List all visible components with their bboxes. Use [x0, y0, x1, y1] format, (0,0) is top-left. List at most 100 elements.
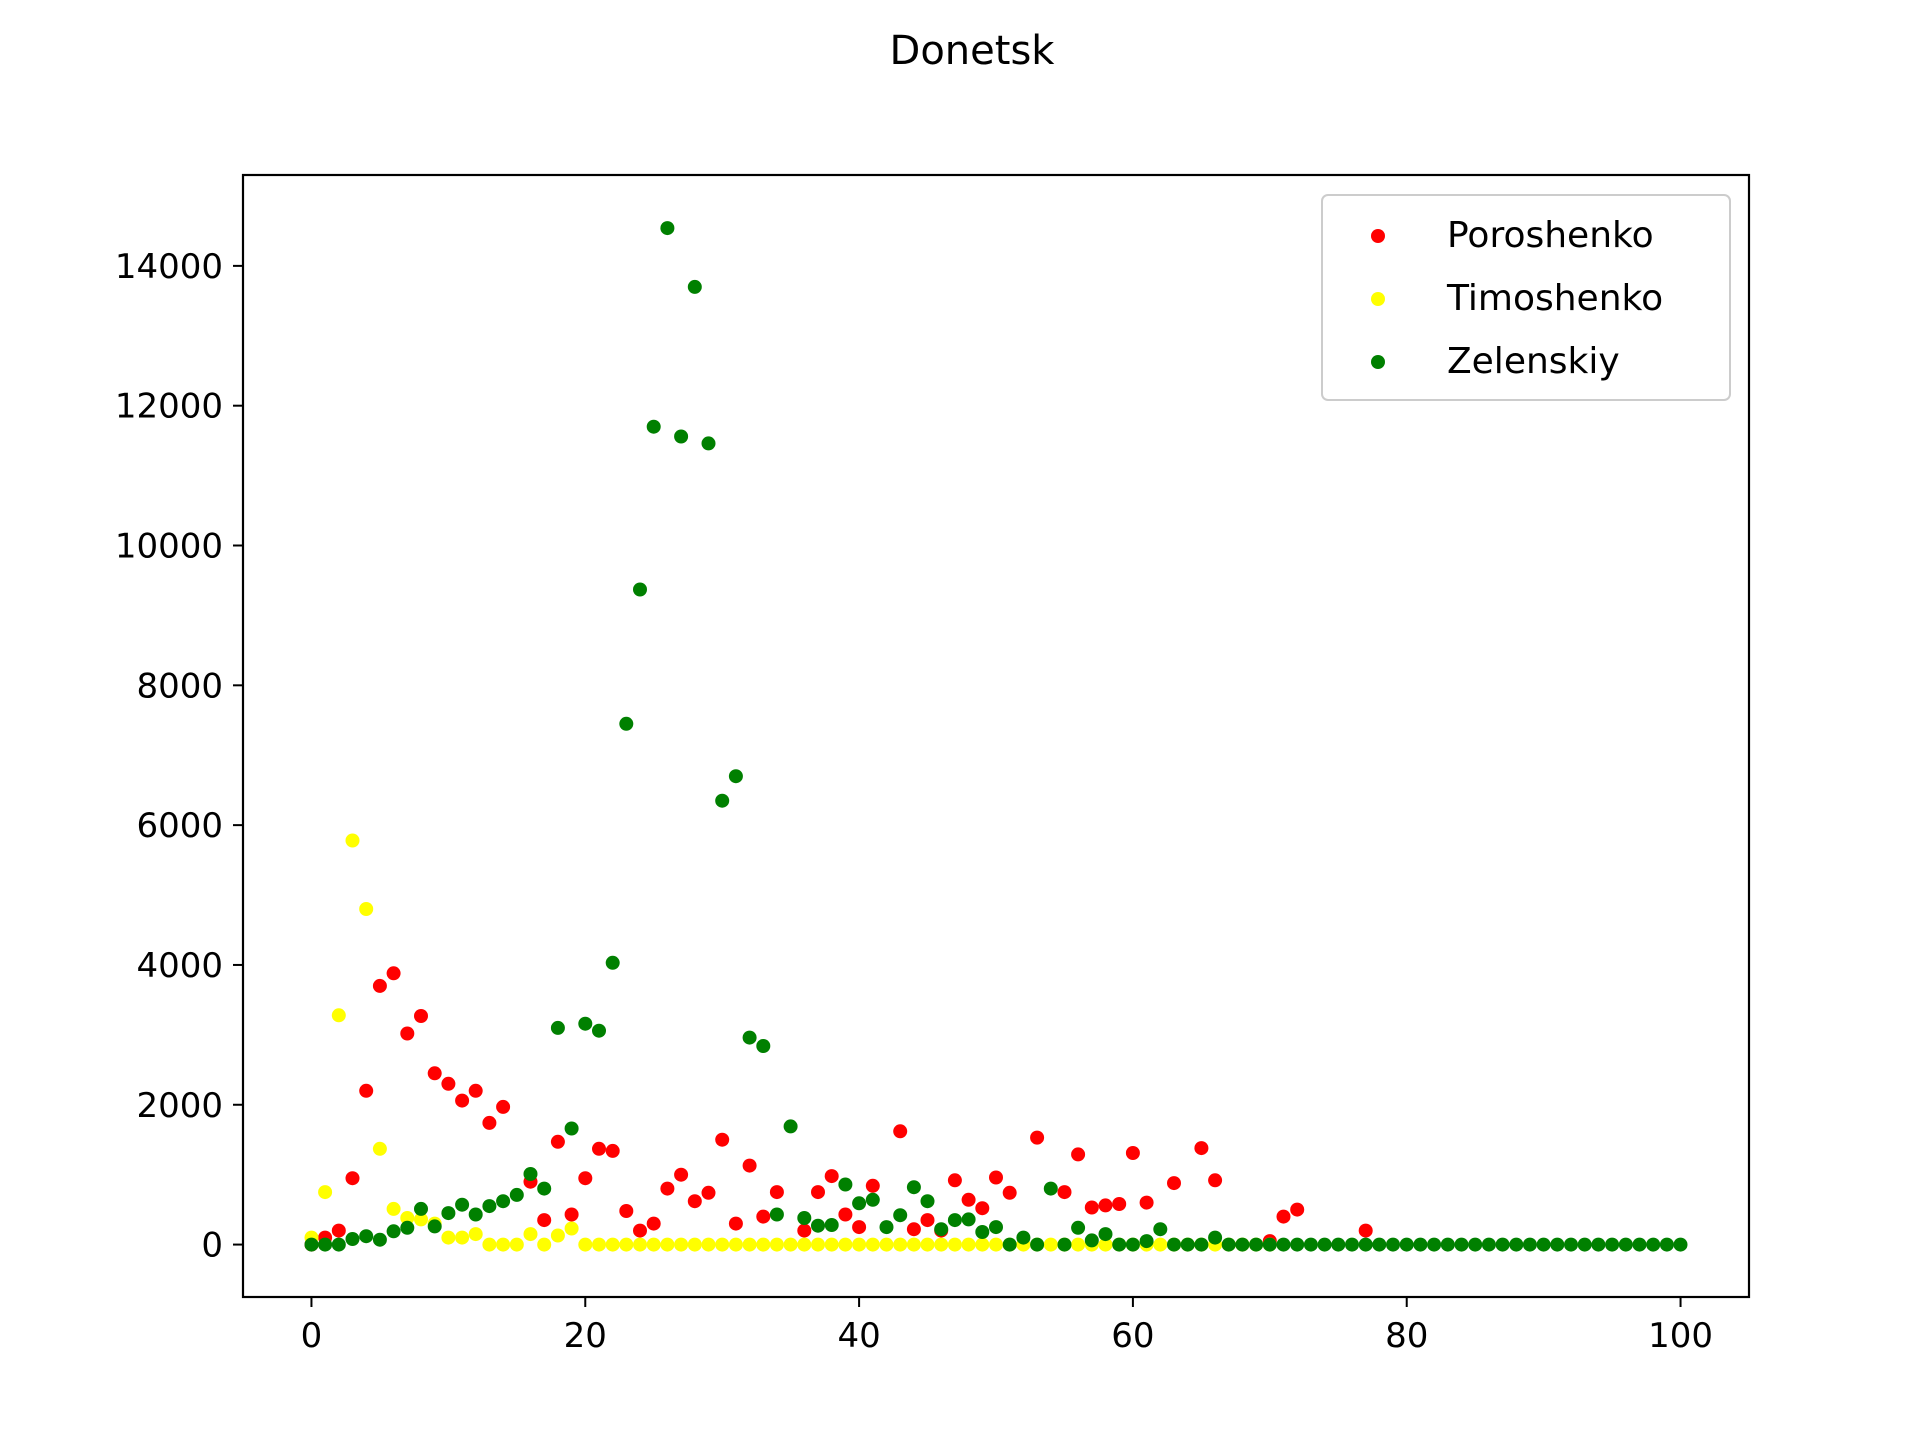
point-zelenskiy-67: [1221, 1237, 1236, 1252]
point-zelenskiy-69: [1249, 1237, 1264, 1252]
point-zelenskiy-54: [1043, 1181, 1058, 1196]
point-zelenskiy-44: [906, 1180, 921, 1195]
point-poroshenko-17: [550, 1134, 565, 1149]
y-tick-label-6: 12000: [115, 387, 223, 427]
point-zelenskiy-98: [1646, 1237, 1661, 1252]
point-zelenskiy-60: [1125, 1237, 1140, 1252]
point-zelenskiy-30: [715, 793, 730, 808]
point-poroshenko-63: [1358, 1223, 1373, 1238]
point-zelenskiy-17: [537, 1181, 552, 1196]
point-poroshenko-14: [496, 1099, 511, 1114]
point-zelenskiy-7: [400, 1220, 415, 1235]
point-poroshenko-36: [824, 1169, 839, 1184]
point-poroshenko-30: [728, 1216, 743, 1231]
point-poroshenko-10: [441, 1076, 456, 1091]
point-timoshenko-30: [715, 1237, 730, 1252]
point-timoshenko-31: [728, 1237, 743, 1252]
point-zelenskiy-62: [1153, 1222, 1168, 1237]
point-poroshenko-46: [975, 1201, 990, 1216]
point-zelenskiy-46: [934, 1222, 949, 1237]
point-zelenskiy-32: [742, 1030, 757, 1045]
point-poroshenko-42: [920, 1213, 935, 1228]
point-poroshenko-61: [1276, 1209, 1291, 1224]
point-timoshenko-3: [345, 833, 360, 848]
x-tick-label-0: 0: [301, 1316, 323, 1356]
point-timoshenko-16: [523, 1227, 538, 1242]
point-poroshenko-55: [1125, 1146, 1140, 1160]
point-timoshenko-46: [934, 1237, 949, 1252]
point-zelenskiy-36: [797, 1211, 812, 1225]
point-poroshenko-23: [633, 1223, 647, 1238]
point-zelenskiy-58: [1098, 1227, 1113, 1242]
point-zelenskiy-40: [852, 1196, 867, 1211]
point-poroshenko-34: [797, 1223, 812, 1238]
point-poroshenko-48: [1002, 1185, 1017, 1200]
point-zelenskiy-37: [811, 1218, 825, 1233]
point-zelenskiy-45: [920, 1194, 935, 1209]
point-zelenskiy-38: [824, 1218, 839, 1232]
y-tick-label-4: 8000: [136, 666, 223, 706]
point-zelenskiy-91: [1550, 1237, 1565, 1252]
point-poroshenko-56: [1139, 1195, 1154, 1210]
point-poroshenko-53: [1098, 1198, 1113, 1213]
point-zelenskiy-65: [1194, 1237, 1209, 1252]
y-tick-label-0: 0: [201, 1226, 223, 1266]
point-zelenskiy-64: [1180, 1237, 1195, 1252]
point-poroshenko-57: [1167, 1176, 1181, 1191]
point-zelenskiy-86: [1481, 1237, 1496, 1252]
x-tick-label-5: 100: [1648, 1316, 1713, 1356]
point-zelenskiy-82: [1427, 1237, 1442, 1252]
point-zelenskiy-35: [783, 1119, 798, 1134]
point-zelenskiy-42: [879, 1220, 894, 1235]
legend: Poroshenko Timoshenko Zelenskiy: [1321, 194, 1731, 401]
point-zelenskiy-97: [1632, 1237, 1647, 1252]
point-poroshenko-11: [455, 1093, 470, 1108]
point-poroshenko-27: [687, 1194, 702, 1209]
point-zelenskiy-31: [728, 769, 743, 784]
point-poroshenko-37: [838, 1207, 853, 1222]
point-poroshenko-52: [1084, 1200, 1099, 1215]
point-zelenskiy-89: [1522, 1237, 1537, 1252]
point-timoshenko-11: [455, 1230, 470, 1245]
y-tick-label-5: 10000: [115, 527, 223, 567]
point-zelenskiy-34: [769, 1207, 784, 1222]
point-zelenskiy-63: [1167, 1237, 1181, 1252]
point-zelenskiy-43: [893, 1208, 908, 1223]
point-poroshenko-3: [345, 1171, 360, 1186]
point-zelenskiy-94: [1591, 1237, 1606, 1252]
point-zelenskiy-73: [1303, 1237, 1318, 1252]
point-timoshenko-50: [989, 1237, 1003, 1252]
point-poroshenko-2: [331, 1223, 346, 1238]
point-timoshenko-17: [537, 1237, 552, 1252]
point-zelenskiy-75: [1331, 1237, 1346, 1252]
marks-layer: [304, 221, 1688, 1252]
point-zelenskiy-71: [1276, 1237, 1291, 1252]
point-zelenskiy-28: [687, 279, 702, 294]
point-zelenskiy-18: [550, 1020, 565, 1035]
point-zelenskiy-9: [427, 1219, 442, 1234]
point-zelenskiy-48: [961, 1212, 976, 1227]
point-zelenskiy-55: [1057, 1237, 1072, 1252]
point-timoshenko-2: [331, 1008, 346, 1023]
point-zelenskiy-15: [509, 1187, 524, 1202]
point-timoshenko-23: [619, 1237, 634, 1252]
point-zelenskiy-8: [414, 1201, 428, 1216]
point-zelenskiy-4: [359, 1229, 374, 1244]
point-timoshenko-7: [400, 1211, 415, 1225]
point-zelenskiy-6: [386, 1224, 401, 1239]
plot-frame: [241, 173, 1751, 1299]
point-zelenskiy-11: [455, 1197, 470, 1212]
point-poroshenko-13: [482, 1115, 497, 1130]
series-zelenskiy: [304, 221, 1688, 1252]
point-zelenskiy-0: [304, 1237, 319, 1252]
point-zelenskiy-81: [1413, 1237, 1428, 1252]
point-timoshenko-27: [674, 1237, 689, 1252]
point-timoshenko-48: [961, 1237, 976, 1252]
point-poroshenko-8: [414, 1009, 428, 1023]
point-poroshenko-19: [578, 1171, 593, 1186]
point-zelenskiy-14: [496, 1194, 511, 1209]
point-zelenskiy-3: [345, 1232, 360, 1246]
legend-marker-timoshenko: [1371, 292, 1385, 306]
point-timoshenko-25: [646, 1237, 661, 1252]
point-zelenskiy-72: [1290, 1237, 1305, 1252]
